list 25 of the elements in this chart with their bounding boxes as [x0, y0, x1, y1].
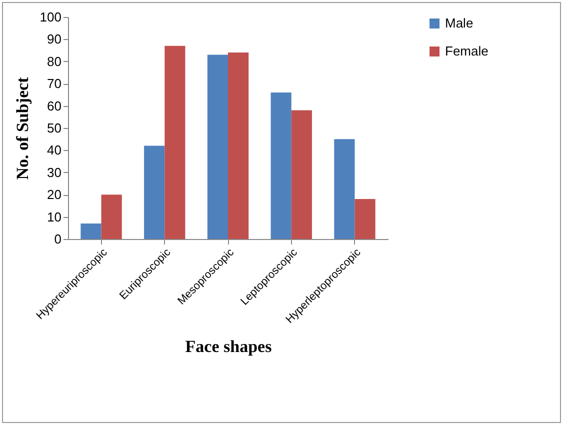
legend-label: Female [445, 44, 488, 58]
y-tick-label: 40 [47, 142, 62, 158]
y-tick-label: 100 [40, 10, 62, 24]
bar [101, 194, 122, 239]
bar [228, 52, 249, 239]
bar [354, 199, 376, 239]
y-tick-label: 80 [47, 54, 62, 69]
y-tick-label: 70 [47, 76, 62, 92]
y-tick-label: 90 [47, 32, 62, 47]
y-tick-label: 20 [47, 187, 62, 202]
bar [334, 139, 355, 239]
bar [80, 223, 102, 239]
x-axis-title: Face shapes [185, 337, 272, 356]
y-tick-label: 30 [47, 164, 62, 180]
bar [164, 46, 186, 239]
bar [144, 146, 165, 239]
y-tick-label: 10 [47, 209, 62, 224]
y-tick-label: 50 [47, 120, 62, 136]
y-tick-label: 0 [54, 232, 62, 246]
bar [291, 110, 312, 239]
bar [270, 92, 292, 239]
y-tick-label: 60 [47, 98, 62, 114]
bar [207, 54, 228, 239]
legend-label: Male [445, 16, 474, 30]
y-axis-title: No. of Subject [12, 76, 32, 180]
